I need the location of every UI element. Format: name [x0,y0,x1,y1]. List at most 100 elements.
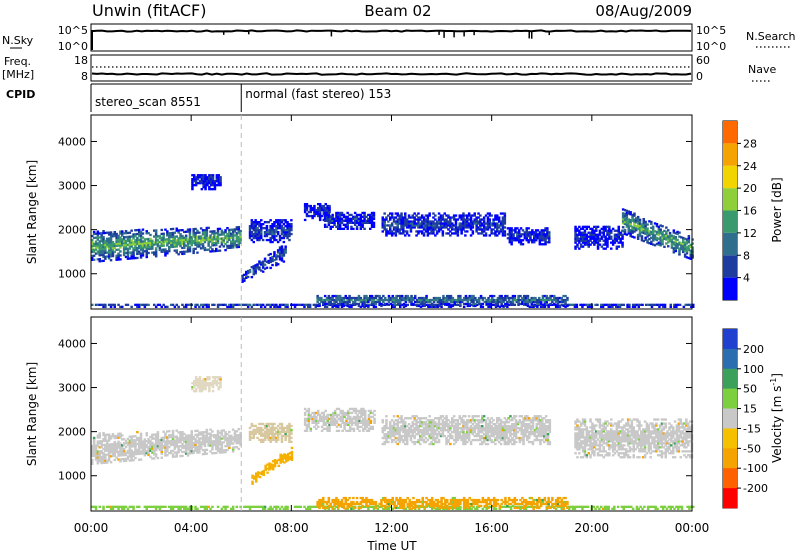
power-cell [256,236,259,240]
velocity-cell [365,419,369,422]
velocity-cell [196,380,200,383]
power-cell [406,303,409,306]
power-cell [682,246,685,250]
power-cell [443,220,446,223]
power-cell [629,219,632,222]
power-cell [691,252,694,255]
velocity-cell [151,445,154,448]
velocity-cell [343,411,346,415]
power-cell [456,218,460,221]
velocity-cell [430,433,433,436]
velocity-cell [339,409,342,413]
power-cell [344,217,347,220]
velocity-cell [280,428,284,432]
velocity-cell [230,436,233,439]
power-cell [600,235,604,238]
power-cell [284,221,287,224]
velocity-cell [194,437,197,441]
power-cell [672,229,676,232]
power-cell [562,298,565,302]
power-cell [445,232,448,235]
power-cell [444,296,447,300]
velocity-cell [228,444,231,447]
power-cell [317,203,320,206]
power-cell [139,236,143,239]
velocity-cell [121,450,124,453]
velocity-cell [339,423,342,426]
power-cell [177,253,180,256]
power-cell [329,298,332,302]
power-cell [235,234,239,237]
power-cell [400,222,403,225]
power-cell [166,234,169,237]
power-cell [130,251,133,254]
power-cell [540,231,543,234]
power-cell [260,236,263,240]
power-cell [207,226,210,229]
power-cell [226,234,229,238]
power-cell [109,247,113,250]
power-cell [188,232,192,235]
velocity-cell [287,453,290,456]
power-cell [510,243,513,246]
power-cell [269,256,272,260]
power-cell [139,240,143,243]
velocity-cell [275,430,278,434]
power-cell [426,218,430,221]
velocity-cell [130,441,133,444]
velocity-cell [284,430,287,434]
power-cell [607,305,610,308]
power-cell [479,302,483,306]
power-cell [126,237,130,240]
velocity-cell [196,451,199,454]
power-cell [637,305,640,308]
power-cell [367,298,370,302]
power-cell [479,305,483,308]
velocity-cell [415,433,418,436]
power-cell [134,245,137,248]
velocity-cell [348,427,352,430]
power-cell [451,222,454,225]
power-cell [392,216,396,219]
power-cell [194,235,197,239]
velocity-cell [183,438,186,441]
velocity-cell [413,417,416,420]
velocity-cell [265,434,269,437]
velocity-cell [424,417,428,420]
power-cell [617,227,620,230]
power-cell [680,248,683,251]
power-cell [390,230,394,233]
velocity-cell [322,419,326,422]
power-cell [323,300,327,304]
power-cell [224,229,227,232]
power-cell [667,241,670,244]
power-cell [288,229,291,232]
velocity-cell [121,458,124,461]
power-cell [685,238,689,241]
power-cell [674,232,677,235]
velocity-cell [317,409,320,413]
velocity-cell [405,436,409,440]
velocity-cell [280,430,284,434]
power-cell [399,304,402,308]
velocity-cell [231,446,235,449]
power-cell [661,235,664,238]
power-cell [500,296,503,300]
power-cell [466,300,470,304]
power-cell [278,254,282,257]
power-cell [107,251,111,254]
power-cell [428,228,431,231]
power-cell [413,212,416,215]
power-cell [231,305,235,308]
power-cell [92,232,96,236]
velocity-cell [139,436,143,439]
power-cell [190,242,193,245]
power-cell [545,296,548,300]
power-cell [237,237,240,241]
power-cell [122,246,126,249]
power-cell [111,254,115,258]
power-cell [583,231,587,234]
power-cell [184,303,188,306]
power-cell [203,303,207,306]
velocity-cell [419,436,422,440]
